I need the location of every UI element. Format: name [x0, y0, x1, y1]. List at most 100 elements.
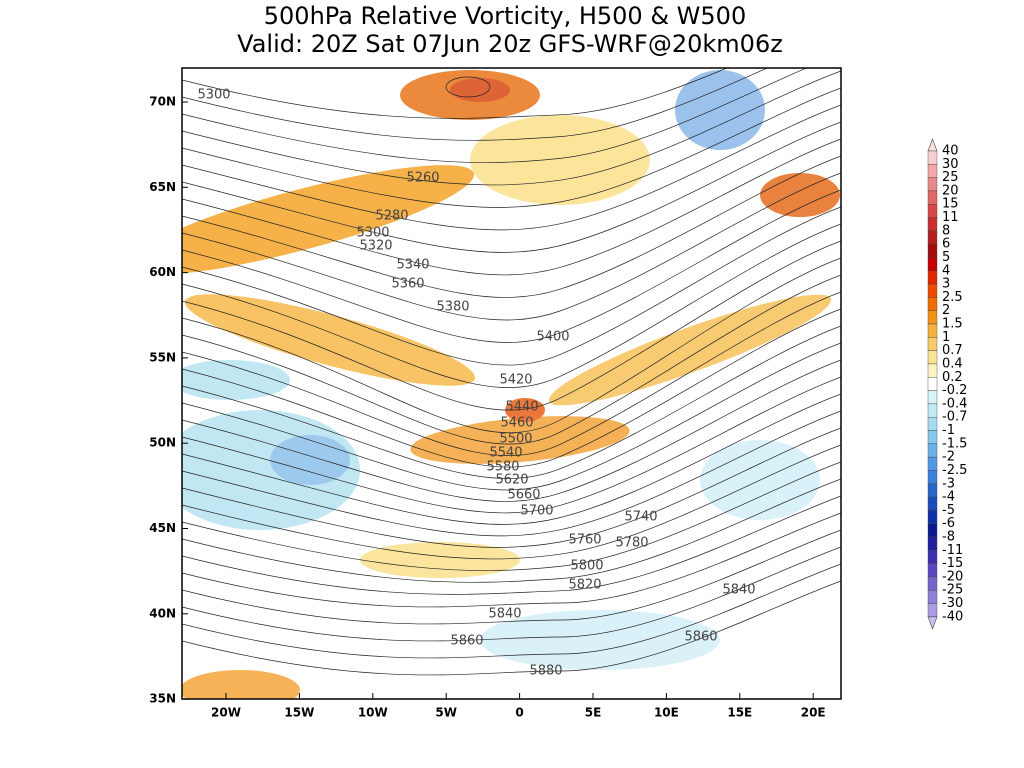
contour-label: 5460: [500, 416, 533, 431]
longitude-label: 20W: [211, 706, 241, 720]
contour-line: [182, 393, 841, 525]
longitude-label: 0: [515, 706, 523, 720]
colorbar-label: -0.4: [942, 396, 967, 411]
contour-line: [182, 138, 841, 276]
contour-line: [182, 359, 841, 502]
colorbar-label: -0.2: [942, 383, 967, 398]
colorbar-swatch: [927, 470, 938, 484]
colorbar-swatch: [927, 164, 938, 178]
colorbar-label: -8: [942, 529, 955, 544]
contour-label: 5620: [495, 473, 528, 488]
colorbar-swatch: [927, 204, 938, 218]
contour-label: 5580: [486, 460, 519, 475]
contour-label: 5860: [450, 634, 483, 649]
contour-line: [182, 104, 841, 231]
contour-label: 5880: [529, 664, 562, 679]
colorbar-label: -25: [942, 583, 963, 598]
colorbar-swatch: [927, 230, 938, 245]
contour-line: [182, 155, 841, 298]
colorbar-label: -11: [942, 543, 963, 558]
colorbar-cap: [927, 138, 938, 152]
contour-line: [182, 495, 841, 595]
colorbar-label: -4: [942, 490, 955, 505]
colorbar-swatch: [927, 576, 938, 591]
colorbar-swatch: [927, 563, 938, 578]
colorbar-swatch: [927, 430, 938, 445]
colorbar-label: 3: [942, 277, 950, 292]
colorbar-label: 2: [942, 303, 950, 318]
contour-label: 5840: [722, 583, 755, 598]
colorbar-label: -15: [942, 556, 963, 571]
latitude-label: 70N: [149, 95, 176, 109]
colorbar-swatch: [927, 257, 938, 271]
colorbar-swatch: [927, 337, 938, 351]
contour-label: 5300: [356, 226, 389, 241]
contour-label: 5280: [375, 209, 408, 224]
longitude-label: 5W: [435, 706, 457, 720]
latitude-label: 55N: [149, 350, 176, 364]
contour-label: 5400: [536, 330, 569, 345]
colorbar-label: 1.5: [942, 317, 963, 332]
contour-label: 5380: [436, 300, 469, 315]
contour-label: 5420: [499, 373, 532, 388]
contour-line: [182, 325, 841, 479]
colorbar-swatch: [927, 377, 938, 391]
longitude-label: 5E: [585, 706, 602, 720]
longitude-label: 10W: [358, 706, 388, 720]
title-line: Valid: 20Z Sat 07Jun 20z GFS-WRF@20km06z: [237, 30, 783, 58]
colorbar-label: -5: [942, 503, 955, 518]
contour-line: [182, 87, 841, 208]
contour-line: [182, 308, 841, 468]
contour-line: [182, 189, 841, 343]
latitude-label: 45N: [149, 521, 176, 535]
latitude-label: 50N: [149, 436, 176, 450]
contour-line: [182, 223, 841, 388]
contour-label: 5700: [520, 504, 553, 519]
colorbar-swatch: [927, 283, 938, 298]
map-frame: [181, 67, 842, 700]
contour-line: [182, 410, 841, 537]
colorbar-swatch: [927, 270, 938, 285]
longitude-label: 15W: [284, 706, 314, 720]
colorbar-label: 6: [942, 237, 950, 252]
longitude-label: 10E: [654, 706, 679, 720]
contour-label: 5660: [507, 488, 540, 503]
contour-label: 5800: [570, 559, 603, 574]
contour-line: [182, 172, 841, 321]
contour-label: 5500: [499, 432, 532, 447]
contour-line: [182, 240, 841, 411]
colorbar-label: 11: [942, 210, 959, 225]
contour-line: [182, 580, 841, 676]
colorbar-swatch: [927, 550, 938, 564]
contour-label: 5540: [489, 446, 522, 461]
contour-line: [182, 478, 841, 583]
colorbar-label: 5: [942, 250, 950, 265]
contour-line: [182, 70, 841, 186]
colorbar-swatch: [927, 496, 938, 511]
contour-line: [182, 68, 728, 119]
colorbar-swatch: [927, 390, 938, 405]
contour-line: [182, 257, 841, 434]
colorbar-label: 4: [942, 263, 950, 278]
contour-line: [182, 546, 841, 642]
colorbar-swatch: [927, 323, 938, 338]
colorbar-label: -40: [942, 609, 963, 624]
colorbar-swatch: [927, 243, 938, 258]
map-field: [182, 68, 841, 699]
colorbar-swatch: [927, 403, 938, 418]
latitude-label: 65N: [149, 180, 176, 194]
contour-label: 5340: [396, 258, 429, 273]
contour-label: 5760: [568, 533, 601, 548]
colorbar-label: -0.7: [942, 410, 967, 425]
colorbar-label: -3: [942, 476, 955, 491]
contour-line: [182, 512, 841, 608]
colorbar-label: 15: [942, 197, 959, 212]
contour-line: [182, 274, 841, 445]
title-line: 500hPa Relative Vorticity, H500 & W500: [264, 2, 746, 30]
colorbar-label: 0.7: [942, 343, 963, 358]
contour-line: [182, 376, 841, 514]
colorbar-label: 2.5: [942, 290, 963, 305]
colorbar-label: -2.5: [942, 463, 967, 478]
colorbar-label: 0.2: [942, 370, 963, 385]
